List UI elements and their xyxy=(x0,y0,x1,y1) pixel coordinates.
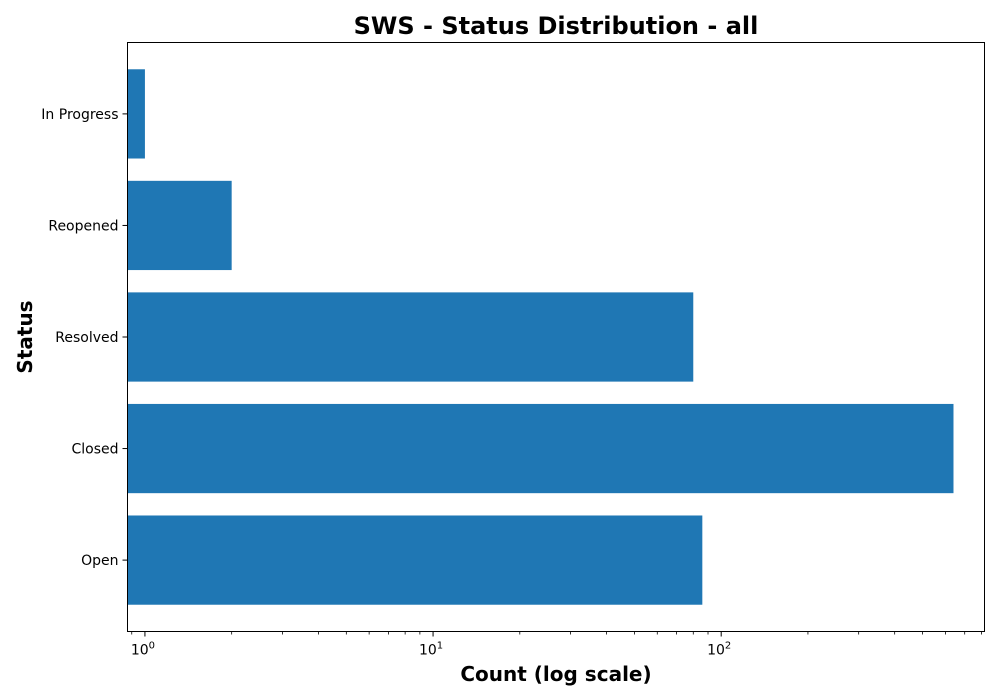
y-tick-label: Resolved xyxy=(55,330,118,346)
x-axis-label: Count (log scale) xyxy=(460,662,651,686)
y-tick-label: In Progress xyxy=(41,107,118,123)
bar-resolved xyxy=(127,292,694,382)
y-axis-ticks: Open Closed Resolved Reopened In Progress xyxy=(41,107,128,569)
bar-open xyxy=(127,515,703,605)
x-axis-ticks: 100 101 102 xyxy=(131,631,982,659)
bars-group xyxy=(127,69,954,605)
y-tick-label: Closed xyxy=(71,442,118,458)
bar-in-progress xyxy=(127,69,145,159)
x-tick-label: 100 xyxy=(131,641,155,659)
chart-title: SWS - Status Distribution - all xyxy=(354,12,759,40)
plot-frame xyxy=(127,42,985,632)
y-tick-label: Open xyxy=(81,553,118,569)
bar-reopened xyxy=(127,180,232,271)
y-axis-label: Status xyxy=(13,300,37,373)
bar-closed xyxy=(127,403,954,494)
y-tick-label: Reopened xyxy=(48,218,118,234)
x-tick-label: 102 xyxy=(707,641,731,659)
x-tick-label: 101 xyxy=(419,641,443,659)
